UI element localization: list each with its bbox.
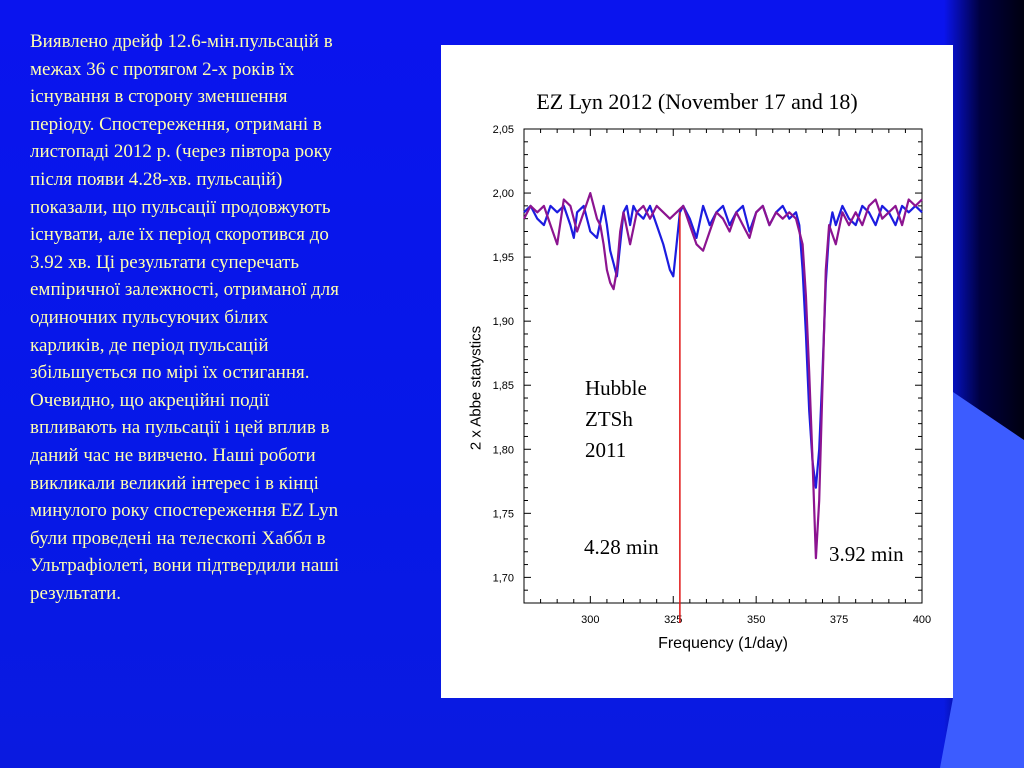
- left-period-annotation: 4.28 min: [584, 535, 659, 559]
- x-tick-label: 300: [581, 614, 599, 626]
- x-tick-label: 325: [664, 614, 682, 626]
- right-period-annotation: 3.92 min: [829, 542, 904, 566]
- chart-title: EZ Lyn 2012 (November 17 and 18): [536, 89, 858, 114]
- slide-paragraph: Виявлено дрейф 12.6-мін.пульсацій в межах…: [30, 28, 410, 607]
- paragraph-line: листопаді 2012 р. (через півтора року: [30, 141, 333, 163]
- paragraph-line: після появи 4.28-хв. пульсацій): [30, 168, 283, 190]
- y-tick-label: 2,05: [493, 124, 514, 136]
- chart-axes: 300 325 350 375 400 1,70 1,75 1,80 1,85 1,90 1,95 2…: [493, 124, 932, 626]
- y-tick-label: 2,00: [493, 188, 514, 200]
- paragraph-line: даний час не вивчено. Наші роботи: [30, 444, 316, 466]
- paragraph-line: Очевидно, що акреційні події: [30, 389, 270, 411]
- y-tick-label: 1,70: [493, 572, 514, 584]
- paragraph-line: впливають на пульсації і цей вплив в: [30, 417, 330, 439]
- hubble-annotation: Hubble ZTSh 2011: [585, 373, 647, 466]
- chart-svg: 300 325 350 375 400 1,70 1,75 1,80 1,85 1,90 1,95 2…: [493, 124, 932, 626]
- x-tick-label: 400: [913, 614, 931, 626]
- paragraph-line: одиночних пульсуючих білих: [30, 306, 269, 328]
- paragraph-line: межах 36 с протягом 2-х років їх: [30, 58, 295, 80]
- x-axis-label: Frequency (1/day): [658, 635, 788, 652]
- paragraph-line: Ультрафіолеті, вони підтвердили наші: [30, 555, 340, 577]
- paragraph-line: існувати, але їх період скоротився до: [30, 224, 329, 246]
- y-tick-label: 1,95: [493, 252, 514, 264]
- series-line-2: [523, 192, 923, 560]
- paragraph-line: емпіричної залежності, отриманої для: [30, 279, 339, 301]
- y-tick-label: 1,85: [493, 380, 514, 392]
- x-tick-label: 350: [747, 614, 765, 626]
- paragraph-line: збільшується по мірі їх остигання.: [30, 362, 310, 384]
- chart-panel: 300 325 350 375 400 1,70 1,75 1,80 1,85 1,90 1,95 2…: [441, 45, 953, 698]
- paragraph-line: минулого року спостереження EZ Lyn: [30, 500, 339, 522]
- y-tick-label: 1,80: [493, 444, 514, 456]
- hubble-annotation-line-2: ZTSh: [585, 407, 633, 431]
- chart-series: [523, 192, 923, 623]
- hubble-annotation-line-1: Hubble: [585, 376, 647, 400]
- paragraph-line: були проведені на телескопі Хаббл в: [30, 527, 326, 549]
- paragraph-line: карликів, де період пульсацій: [30, 334, 269, 356]
- paragraph-line: показали, що пульсації продовжують: [30, 196, 331, 218]
- x-tick-label: 375: [830, 614, 848, 626]
- y-axis-label: 2 x Abbe statystics: [467, 325, 485, 451]
- hubble-annotation-line-3: 2011: [585, 438, 627, 462]
- y-tick-label: 1,90: [493, 316, 514, 328]
- paragraph-line: 3.92 хв. Ці результати суперечать: [30, 251, 299, 273]
- y-tick-label: 1,75: [493, 508, 514, 520]
- paragraph-line: результати.: [30, 582, 122, 604]
- series-line-1: [523, 204, 923, 489]
- paragraph-line: періоду. Спостереження, отримані в: [30, 113, 322, 135]
- paragraph-line: існування в сторону зменшення: [30, 86, 288, 108]
- paragraph-line: Виявлено дрейф 12.6-мін.пульсацій в: [30, 31, 333, 52]
- paragraph-line: викликали великий інтерес і в кінці: [30, 472, 319, 494]
- y-axis-label-box: 2 x Abbe statystics: [466, 298, 486, 478]
